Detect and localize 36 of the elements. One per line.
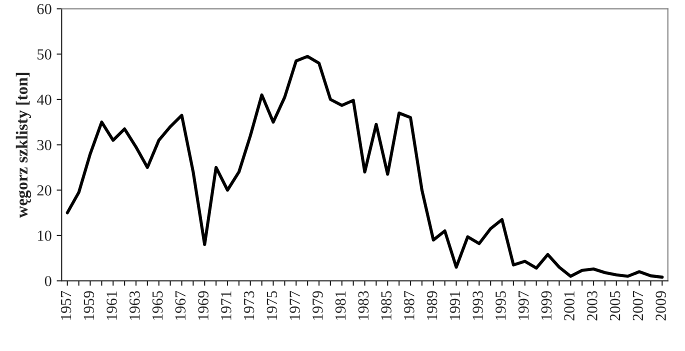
x-tick-label: 2003 [587,291,598,320]
x-tick-label: 1963 [130,291,140,320]
x-tick-label: 1965 [152,291,163,320]
x-tick-label: 1985 [381,291,392,320]
y-axis-title: węgorz szklisty [ton] [16,72,32,218]
x-tick-label: 2005 [610,291,620,320]
x-tick-label: 1977 [290,290,300,320]
y-tick-label: 40 [36,94,52,105]
x-tick-label: 1999 [541,291,552,320]
y-tick-label: 20 [37,185,52,196]
y-tick-label: 10 [38,230,52,241]
y-tick-label: 0 [44,276,52,286]
x-tick-label: 1983 [358,291,369,320]
x-tick-label: 1975 [266,291,278,320]
x-tick-label: 2001 [564,291,574,320]
y-tick-label: 30 [37,140,52,150]
x-tick-label: 1973 [244,291,254,320]
x-tick-label: 1959 [84,291,94,320]
x-tick-label: 1989 [426,291,438,320]
x-tick-label: 1993 [472,291,483,320]
x-tick-label: 1997 [518,290,529,320]
x-tick-label: 1961 [106,291,117,320]
x-tick-label: 1971 [221,291,232,320]
x-tick-label: 1987 [404,290,414,320]
y-tick-label: 50 [38,49,52,60]
x-tick-label: 1995 [496,291,506,320]
x-tick-label: 1979 [312,291,323,320]
y-tick-label: 60 [37,4,52,14]
x-tick-label: 2007 [632,290,644,320]
x-tick-label: 1981 [335,291,346,320]
x-tick-label: 1969 [198,291,208,320]
x-tick-label: 1967 [175,290,186,320]
x-tick-label: 1991 [450,291,460,320]
x-tick-label: 2009 [656,291,666,320]
x-tick-label: 1957 [60,290,72,320]
line-series [66,54,664,279]
